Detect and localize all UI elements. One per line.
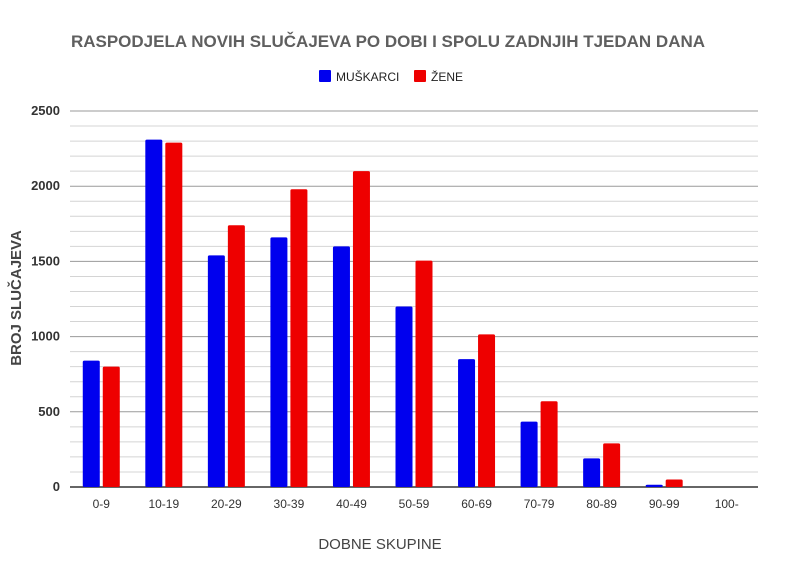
x-tick-label: 10-19 (148, 497, 179, 511)
x-tick-label: 30-39 (274, 497, 305, 511)
x-tick-label: 90-99 (649, 497, 680, 511)
y-tick-label: 1500 (31, 253, 60, 268)
bar-zene-0-9 (102, 366, 120, 487)
legend-label-muskarci: MUŠKARCI (336, 69, 399, 84)
bar-zene-90-99 (665, 479, 683, 487)
x-tick-label: 70-79 (524, 497, 555, 511)
bar-muskarci-20-29 (207, 255, 225, 487)
chart-title: RASPODJELA NOVIH SLUČAJEVA PO DOBI I SPO… (71, 32, 705, 51)
bar-muskarci-40-49 (332, 246, 350, 487)
bar-zene-50-59 (415, 260, 433, 487)
legend-swatch-muskarci (319, 70, 331, 82)
bar-muskarci-90-99 (645, 484, 663, 487)
bar-muskarci-10-19 (145, 139, 163, 488)
bar-zene-30-39 (290, 189, 308, 487)
bar-muskarci-30-39 (270, 237, 288, 487)
bar-zene-60-69 (478, 334, 496, 487)
bar-zene-70-79 (540, 401, 558, 487)
y-tick-label: 1000 (31, 329, 60, 344)
legend-swatch-zene (414, 70, 426, 82)
x-axis-ticks: 0-9 10-19 20-29 30-39 40-49 50-59 60-69 70-79 80… (93, 497, 739, 511)
y-axis-title: BROJ SLUČAJEVA (7, 230, 25, 366)
y-tick-label: 2000 (31, 178, 60, 193)
legend-label-zene: ŽENE (431, 69, 463, 84)
x-tick-label: 80-89 (586, 497, 617, 511)
x-axis-title: DOBNE SKUPINE (318, 536, 441, 553)
x-tick-label: 50-59 (399, 497, 430, 511)
grid (70, 110, 758, 488)
y-tick-label: 500 (38, 404, 60, 419)
y-axis-ticks: 0 500 1000 1500 2000 2500 (31, 103, 60, 494)
x-tick-label: 40-49 (336, 497, 367, 511)
bar-muskarci-70-79 (520, 421, 538, 487)
bar-zene-20-29 (227, 225, 245, 487)
bar-muskarci-60-69 (458, 359, 476, 487)
y-tick-label: 2500 (31, 103, 60, 118)
x-tick-label: 100- (715, 497, 739, 511)
bar-zene-80-89 (603, 443, 621, 487)
bars (82, 139, 683, 488)
bar-zene-10-19 (165, 142, 183, 488)
legend: MUŠKARCI ŽENE (319, 69, 463, 84)
bar-zene-40-49 (352, 171, 370, 487)
x-tick-label: 0-9 (93, 497, 111, 511)
x-tick-label: 20-29 (211, 497, 242, 511)
y-tick-label: 0 (53, 479, 60, 494)
x-tick-label: 60-69 (461, 497, 492, 511)
bar-muskarci-50-59 (395, 306, 413, 487)
bar-muskarci-0-9 (82, 360, 100, 487)
bar-muskarci-80-89 (583, 458, 601, 487)
